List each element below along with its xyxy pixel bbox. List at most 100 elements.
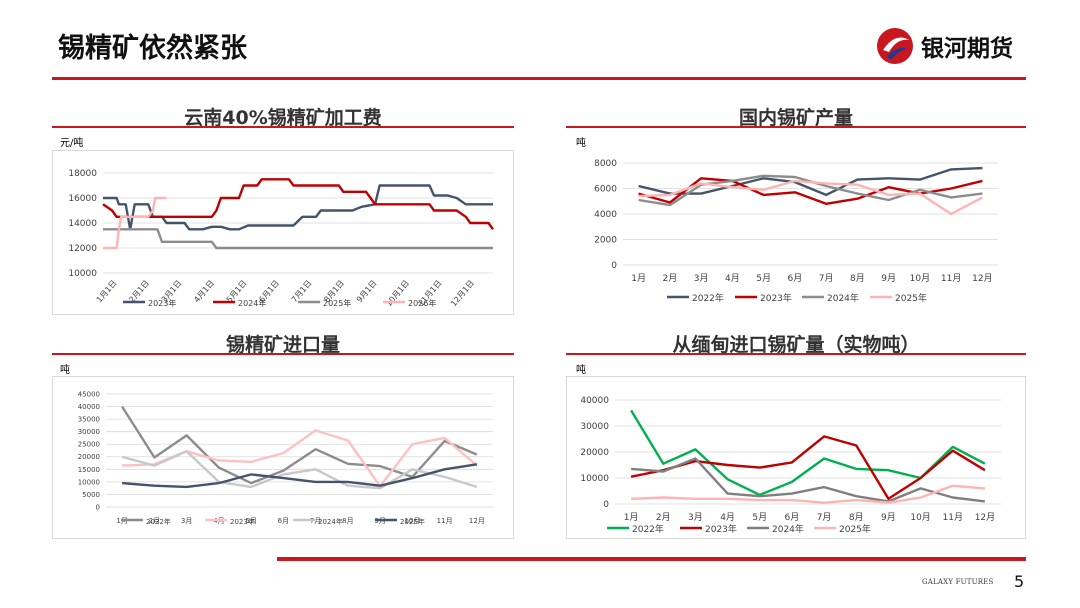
brand-name: 银河期货 [921,36,1013,62]
c2-y-tick-label: 6000 [594,185,617,195]
c2-x-tick-label: 12月 [972,273,992,284]
c2-series-line-2 [638,177,983,205]
c4-x-tick-label: 3月 [688,512,703,523]
chart4-svg: 0 10000 20000 30000 40000 1月 2月 3月 4月 5月 6月 7月 8月 9月 1… [580,396,1001,535]
c4-x-tick-label: 4月 [720,512,735,523]
c2-y-tick-label: 8000 [594,159,617,169]
chart2-svg: 0 2000 4000 6000 8000 1月 2月 3月 4月 5月 6月 7月 8月 9月 10月 11… [594,159,998,304]
c2-x-tick-label: 7月 [819,273,834,284]
c3-x-tick-label: 12月 [469,517,485,525]
c3-y-tick-label: 25000 [78,441,100,449]
c1-series-line-2 [102,178,494,230]
chart4-rule [566,353,1026,355]
c3-series-line-3 [121,450,478,490]
c4-legend-label: 2025年 [839,523,871,535]
c1-legend-label: 2024年 [238,298,266,308]
c4-y-tick-label: 30000 [580,422,609,432]
chart4-unit: 吨 [576,365,586,376]
chart2-title: 国内锡矿产量 [738,107,853,129]
c4-y-tick-label: 0 [603,500,609,510]
c2-x-tick-label: 4月 [725,273,740,284]
c2-legend-label: 2024年 [827,292,859,304]
c1-y-tick-label: 12000 [68,244,97,254]
c2-y-tick-label: 4000 [594,210,617,220]
c3-x-tick-label: 7月 [310,517,321,525]
page-number: 5 [1014,572,1025,591]
galaxy-logo-icon [877,28,913,64]
c4-series-line-3 [631,457,986,503]
title-rule [52,77,1026,80]
chart2-unit: 吨 [576,138,586,149]
chart3-title: 锡精矿进口量 [225,334,340,356]
c4-legend-label: 2023年 [705,523,737,535]
c3-y-tick-label: 40000 [78,403,100,411]
c2-x-tick-label: 2月 [663,273,678,284]
c3-y-tick-label: 5000 [82,491,100,499]
chart1-rule [52,126,514,128]
c4-y-tick-label: 40000 [580,396,609,406]
footer-rule [277,557,1026,561]
c2-x-tick-label: 8月 [850,273,865,284]
c4-x-tick-label: 10月 [910,512,930,523]
page-title: 锡精矿依然紧张 [58,33,247,64]
c4-legend-label: 2024年 [772,523,804,535]
c2-series-line-1 [638,166,983,197]
c4-x-tick-label: 9月 [881,512,896,523]
chart4-title: 从缅甸进口锡矿量（实物吨） [672,334,920,356]
c1-y-tick-label: 16000 [68,194,97,204]
chart1-unit: 元/吨 [60,138,84,149]
c3-legend-label: 2025年 [400,517,425,526]
c1-series-line-4 [103,196,167,250]
c1-x-tick-label: 10月1日 [384,279,411,309]
c1-series-line-3 [103,228,493,250]
c3-x-tick-label: 2月 [149,517,160,525]
c4-series-line-4 [631,484,985,504]
c2-x-tick-label: 5月 [756,273,771,284]
c2-legend-label: 2025年 [895,292,927,304]
chart3-unit: 吨 [60,365,70,376]
footer-brand: GALAXY FUTURES [922,578,994,586]
chart2-frame: 0 2000 4000 6000 8000 1月 2月 3月 4月 5月 6月 7月 8月 9月 10月 11… [566,147,1026,314]
chart1-frame: 10000 12000 14000 16000 18000 1月1日 2月1日 3月1日 4月1… [52,150,514,315]
chart3-frame: 0 5000 10000 15000 20000 25000 30000 35000 40000… [52,376,514,539]
c3-y-tick-label: 15000 [78,466,100,474]
c1-y-tick-label: 10000 [68,269,97,279]
c2-x-tick-label: 9月 [881,273,896,284]
c2-y-tick-label: 0 [611,261,617,271]
c2-series-line-4 [638,179,983,216]
c4-y-tick-label: 20000 [580,448,609,458]
c4-x-tick-label: 7月 [817,512,832,523]
c3-y-tick-label: 0 [96,503,100,511]
brand-logo: 银河期货 [875,26,1013,66]
c1-legend-label: 2025年 [323,298,351,308]
c2-x-tick-label: 11月 [941,273,961,284]
chart4-frame: 0 10000 20000 30000 40000 1月 2月 3月 4月 5月 6月 7月 8月 9月 1… [566,376,1026,539]
c1-x-tick-label: 7月1日 [290,279,314,305]
c3-y-tick-label: 10000 [78,478,100,486]
c3-legend-label: 2023年 [230,517,255,526]
c1-y-tick-label: 14000 [68,219,97,229]
c4-x-tick-label: 5月 [752,512,767,523]
c1-y-tick-label: 18000 [68,169,97,179]
c2-x-tick-label: 3月 [694,273,709,284]
chart3-rule [52,353,514,355]
c4-series-line-1 [630,409,986,497]
chart3-svg: 0 5000 10000 15000 20000 25000 30000 35000 40000… [78,390,493,526]
c3-y-tick-label: 35000 [78,416,100,424]
c3-x-tick-label: 8月 [342,517,353,525]
c3-y-tick-label: 30000 [78,428,100,436]
c1-series-line-1 [103,184,493,231]
c3-x-tick-label: 6月 [278,517,289,525]
c2-x-tick-label: 10月 [910,273,930,284]
c1-x-tick-label: 1月1日 [95,279,119,305]
c4-y-tick-label: 10000 [580,474,609,484]
c1-x-tick-label: 12月1日 [449,279,476,309]
c3-legend-label: 2022年 [146,517,171,526]
c2-x-tick-label: 1月 [631,273,646,284]
c3-y-tick-label: 20000 [78,453,100,461]
c1-legend-label: 2026年 [408,298,436,308]
c4-legend-label: 2022年 [632,523,664,535]
c4-x-tick-label: 11月 [943,512,963,523]
c3-x-tick-label: 11月 [437,517,453,525]
